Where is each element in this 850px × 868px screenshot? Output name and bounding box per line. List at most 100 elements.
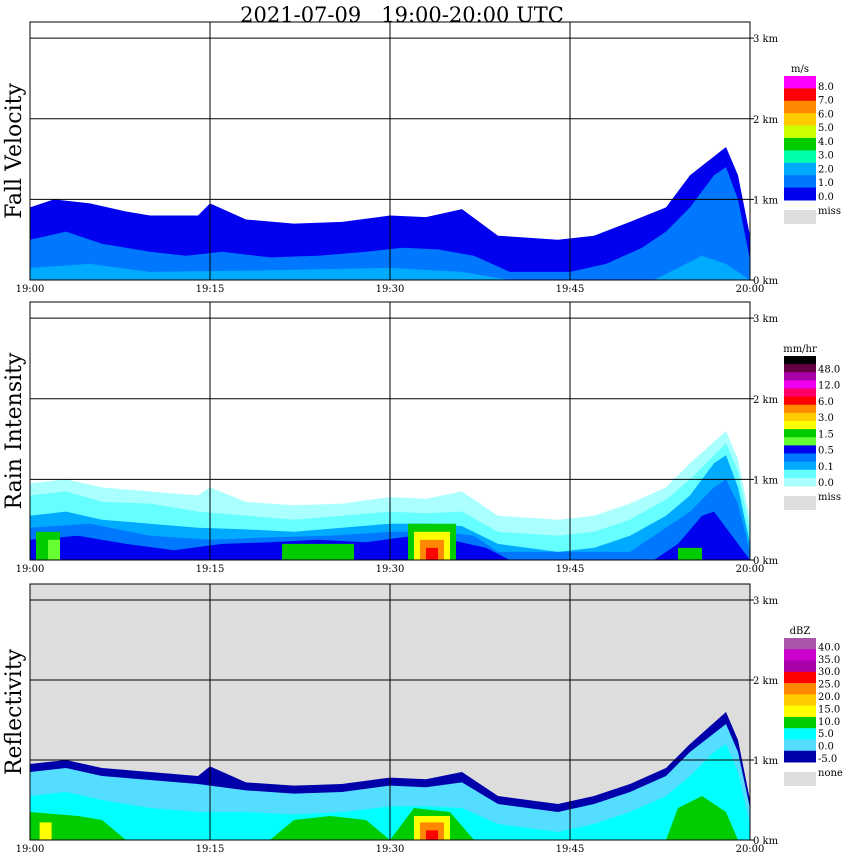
legend-label: 30.0 [818,667,840,678]
legend-swatch [784,175,816,189]
y-tick-label: 2 km [753,395,779,406]
x-tick-label: 19:15 [196,284,225,295]
legend-swatch [784,356,816,365]
x-tick-label: 19:30 [376,284,405,295]
legend-label: 0.0 [818,478,834,489]
legend-missing-label: miss [818,492,841,503]
legend-label: 3.0 [818,413,834,424]
panel-fall-velocity: 0 km 1 km 2 km 3 km 19:00 19:15 19:30 19:45 20:0… [2,21,841,295]
x-tick-label: 20:00 [736,284,765,295]
x-tick-label: 19:30 [376,564,405,575]
legend-units: m/s [791,64,809,75]
legend-missing-swatch [784,210,816,224]
y-tick-label: 1 km [753,195,779,206]
echo-core-3 [426,830,438,840]
legend-label: 6.0 [818,109,834,120]
legend-label: 3.0 [818,151,834,162]
legend-swatch [784,388,816,398]
legend-swatch [784,705,816,718]
y-tick-label: 2 km [753,676,779,687]
plot-frame [29,583,751,841]
x-tick-label: 20:00 [736,564,765,575]
legend-label: 5.0 [818,729,834,740]
legend-swatch [784,100,816,114]
legend-swatch [784,396,816,406]
legend-missing-label: none [818,768,843,779]
y-tick-label: 3 km [753,34,779,45]
echo-core-6 [426,547,438,560]
legend: dBZ 40.0 35.030.0 25.020.015.0 10.05.0 0.0-5.… [784,626,843,786]
x-tick-label: 19:00 [16,564,45,575]
legend-swatch [784,421,816,430]
legend-label: 1.5 [818,429,834,440]
legend-swatch [784,638,816,650]
legend-swatch [784,453,816,463]
legend-label: 25.0 [818,680,840,691]
panel-ylabel: Fall Velocity [2,83,27,219]
x-tick-label: 19:00 [16,284,45,295]
legend-swatch [784,404,816,414]
x-tick-label: 19:45 [556,564,585,575]
legend-swatch [784,461,816,471]
legend-swatch [784,380,816,389]
plot-frame [29,301,751,561]
x-tick-label: 19:30 [376,844,405,855]
legend-swatch [784,138,816,151]
y-tick-label: 1 km [753,475,779,486]
legend-swatch [784,694,816,707]
x-tick-label: 19:15 [196,564,225,575]
legend-label: 6.0 [818,397,834,408]
legend-swatch [784,683,816,695]
legend-swatch [784,162,816,176]
legend-swatch [784,412,816,422]
legend-units: mm/hr [783,344,817,355]
legend-label: 4.0 [818,137,834,148]
legend-swatch [784,76,816,89]
legend-swatch [784,372,816,381]
legend-label: 20.0 [818,692,840,703]
legend-swatch [784,739,816,752]
legend-label: 2.0 [818,164,834,175]
legend: m/s 8.0 7.0 6.0 5.0 4.0 3.0 2.0 1.0 0.0 miss [784,64,841,224]
legend-label: 7.0 [818,96,834,107]
y-tick-label: 0 km [753,556,779,567]
panel-ylabel: Reflectivity [2,648,27,775]
legend-swatch [784,649,816,662]
panel-rain-intensity: 0 km 1 km 2 km 3 km 19:00 19:15 19:30 19:45 20:0… [2,301,841,575]
legend-missing-label: miss [818,206,841,217]
echo-core-1 [48,539,60,560]
legend-missing-swatch [784,772,816,786]
legend-swatch [784,716,816,729]
legend-swatch [784,125,816,139]
legend-label: 0.0 [818,742,834,753]
echo-core-7 [678,547,702,560]
legend-swatch [784,728,816,740]
legend-swatch [784,364,816,373]
y-tick-label: 3 km [753,314,779,325]
legend-label: 8.0 [818,82,834,93]
legend-swatch [784,477,816,487]
x-tick-label: 19:00 [16,844,45,855]
legend-label: 35.0 [818,655,840,666]
legend-label: 48.0 [818,364,840,375]
legend-swatch [784,671,816,684]
echo-core-0 [39,822,52,840]
y-tick-label: 1 km [753,756,779,767]
legend-swatch [784,88,816,102]
legend-swatch [784,750,816,763]
legend-label: 15.0 [818,704,840,715]
legend-label: 0.5 [818,446,834,457]
legend-label: 0.1 [818,462,834,473]
legend-label: -5.0 [818,754,837,765]
x-tick-label: 19:45 [556,284,585,295]
plot-frame [29,21,751,281]
legend-swatch [784,429,816,438]
y-tick-label: 3 km [753,596,779,607]
legend-label: 40.0 [818,642,840,653]
y-tick-label: 0 km [753,276,779,287]
legend-swatch [784,660,816,673]
legend-label: 0.0 [818,192,834,203]
y-tick-label: 2 km [753,115,779,126]
